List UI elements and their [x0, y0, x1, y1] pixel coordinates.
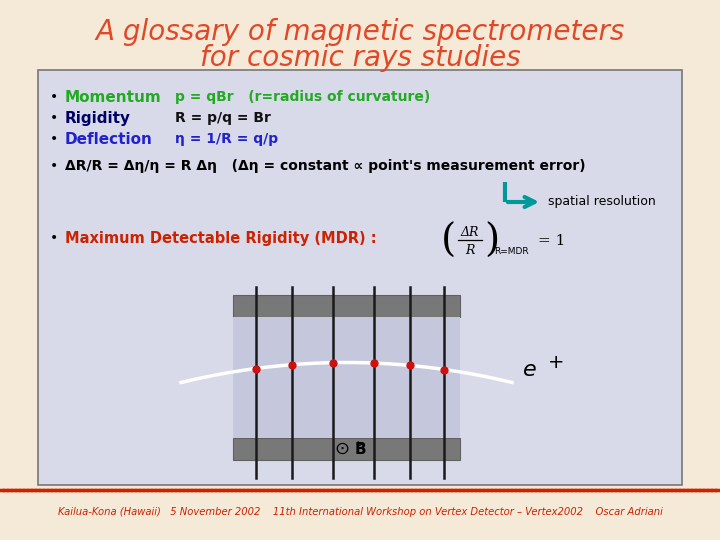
Bar [38, 70, 682, 485]
Text: $e$: $e$ [522, 359, 536, 381]
Text: ΔR/R = Δη/η = R Δη   (Δη = constant ∝ point's measurement error): ΔR/R = Δη/η = R Δη (Δη = constant ∝ poin… [65, 159, 585, 173]
Text: •: • [50, 132, 58, 146]
Text: Rigidity: Rigidity [65, 111, 131, 125]
Text: for cosmic rays studies: for cosmic rays studies [199, 44, 521, 72]
Text: ΔR: ΔR [461, 226, 480, 239]
Text: R = p/q = Br: R = p/q = Br [175, 111, 271, 125]
Bar [233, 317, 460, 438]
Bar [233, 438, 460, 460]
Bar [233, 295, 460, 317]
Text: Kailua-Kona (Hawaii)   5 November 2002    11th International Workshop on Vertex : Kailua-Kona (Hawaii) 5 November 2002 11t… [58, 507, 662, 517]
Text: spatial resolution: spatial resolution [548, 195, 656, 208]
Text: R=MDR: R=MDR [494, 247, 528, 256]
Text: A glossary of magnetic spectrometers: A glossary of magnetic spectrometers [95, 18, 625, 46]
Text: +: + [548, 353, 564, 372]
Text: Maximum Detectable Rigidity (MDR) :: Maximum Detectable Rigidity (MDR) : [65, 231, 377, 246]
Text: p = qBr   (r=radius of curvature): p = qBr (r=radius of curvature) [175, 90, 431, 104]
Text: •: • [50, 90, 58, 104]
Text: B: B [355, 442, 366, 456]
Text: ): ) [485, 222, 500, 260]
Text: (: ( [441, 222, 456, 260]
Text: Momentum: Momentum [65, 90, 162, 105]
Text: ⊙: ⊙ [334, 440, 349, 458]
Text: •: • [50, 111, 58, 125]
Text: R: R [465, 244, 474, 256]
Text: •: • [50, 231, 58, 245]
Text: = 1: = 1 [538, 234, 565, 248]
Text: η = 1/R = q/p: η = 1/R = q/p [175, 132, 278, 146]
Text: •: • [50, 159, 58, 173]
Text: Deflection: Deflection [65, 132, 153, 146]
